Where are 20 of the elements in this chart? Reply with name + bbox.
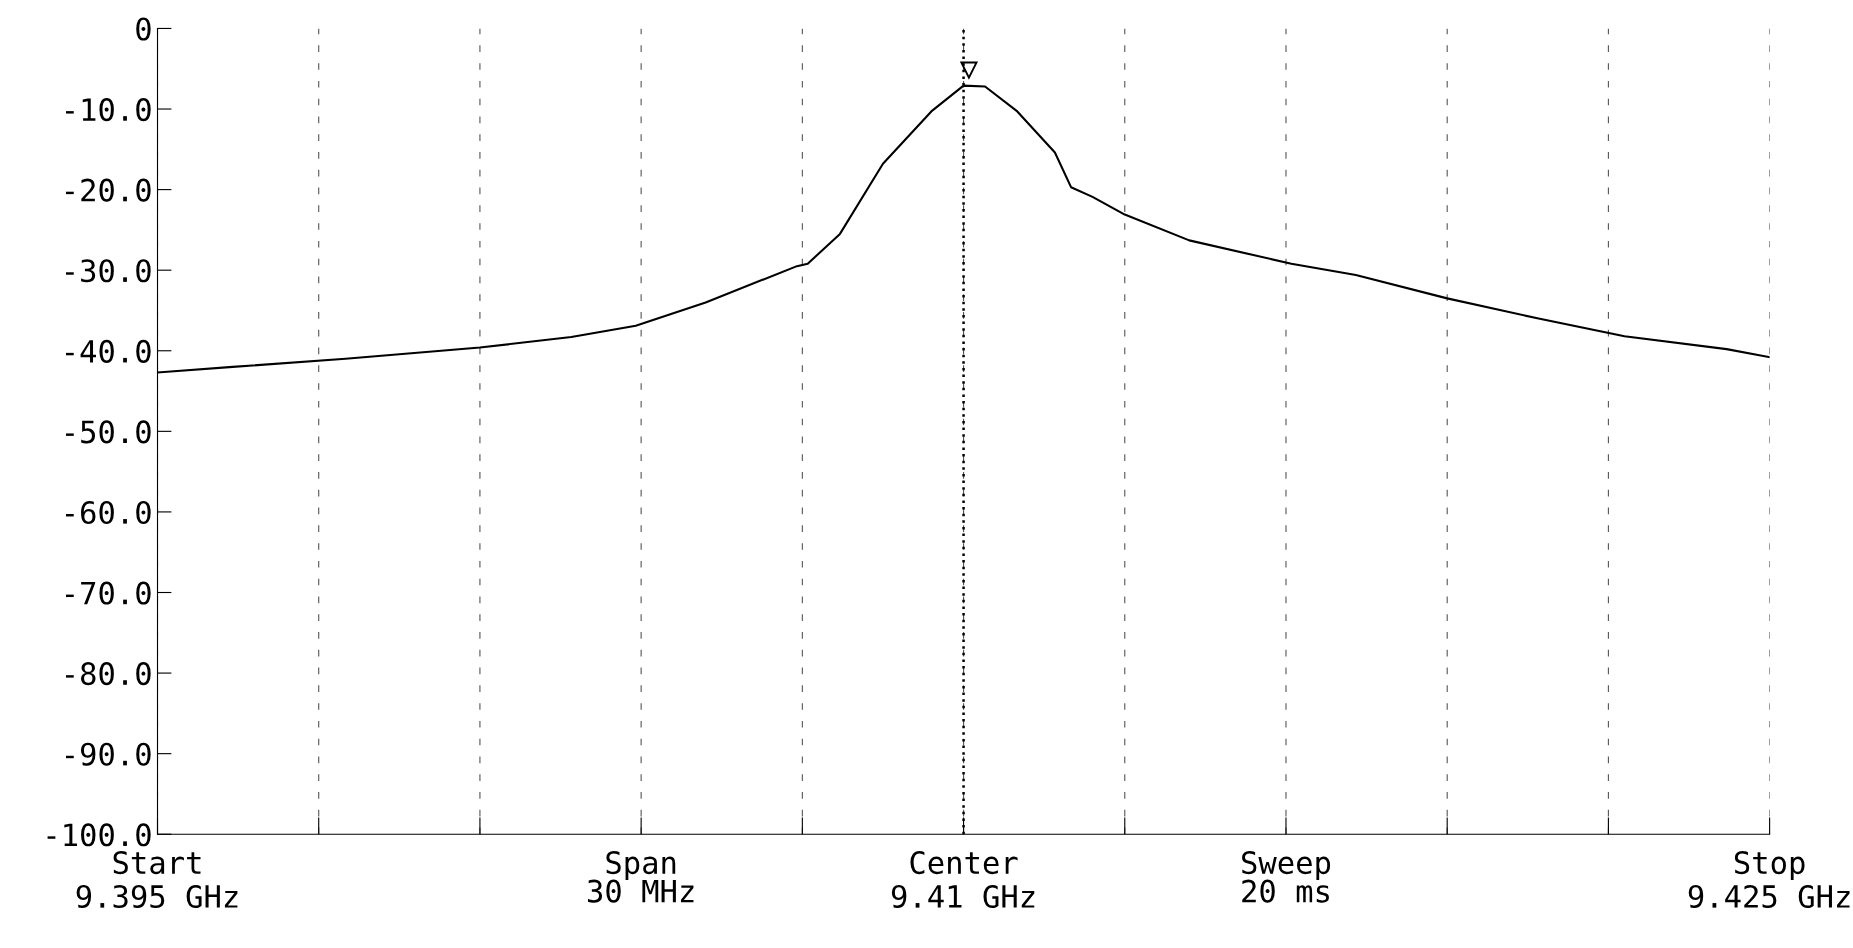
y-tick-label: -70.0	[65, 581, 151, 605]
x-tick-label: 9.395 GHz	[76, 884, 238, 909]
y-tick-label: -40.0	[65, 339, 151, 363]
y-tick-label: -100.0	[47, 823, 151, 847]
y-tick-label: -60.0	[65, 500, 151, 525]
x-tick-label: 9.425 GHz	[1688, 884, 1850, 909]
y-tick-label: -90.0	[65, 742, 151, 766]
text: Center	[910, 851, 1018, 875]
text: Start	[113, 851, 201, 875]
text: Stop	[1734, 851, 1805, 881]
y-tick-label: -50.0	[65, 420, 151, 444]
y-tick-label: -20.0	[65, 178, 151, 202]
y-tick-label: 0	[136, 17, 151, 41]
annotation: ▽	[959, 61, 979, 80]
text: Span 30 MHz	[588, 851, 694, 903]
x-tick-label: 9.41 GHz	[891, 884, 1035, 909]
y-tick-label: -10.0	[65, 98, 151, 122]
text: Sweep 20 ms	[1242, 851, 1331, 903]
y-tick-label: -80.0	[65, 662, 151, 686]
y-tick-label: -30.0	[65, 259, 151, 283]
